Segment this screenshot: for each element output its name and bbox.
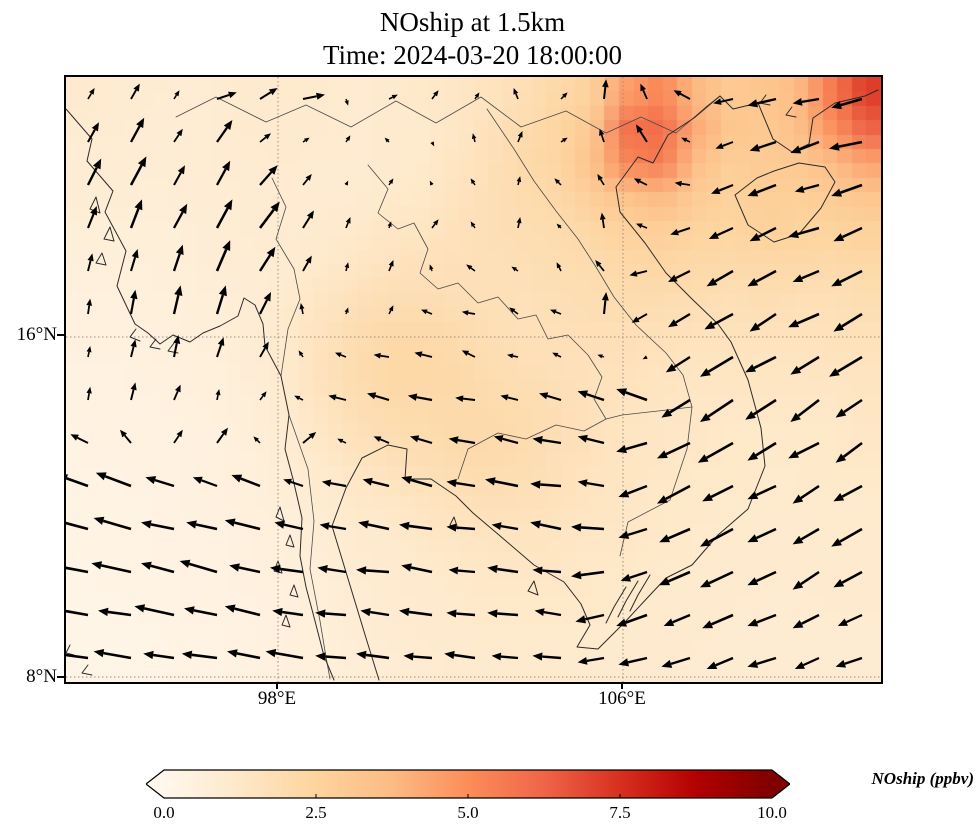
chart-subtitle: Time: 2024-03-20 18:00:00	[322, 40, 623, 70]
xtick-106e: 106°E	[598, 688, 646, 709]
tickmark-8n	[57, 676, 64, 678]
tickmark-98e	[276, 682, 278, 689]
heatmap-canvas	[66, 77, 881, 682]
colorbar-label: NOship (ppbv)	[871, 769, 974, 788]
chart-title: NOship at 1.5km	[379, 7, 566, 37]
tickmark-106e	[621, 682, 623, 689]
colorbar	[145, 769, 791, 800]
colorbar-tick-1: 2.5	[305, 803, 327, 822]
colorbar-ticks: 0.0 2.5 5.0 7.5 10.0	[146, 803, 790, 827]
map-overlay-svg	[66, 77, 881, 682]
colorbar-tick-4: 10.0	[757, 803, 787, 822]
ytick-16n: 16°N	[16, 324, 57, 345]
tickmark-16n	[57, 334, 64, 336]
colorbar-gradient	[145, 769, 791, 799]
colorbar-tick-3: 7.5	[609, 803, 631, 822]
colorbar-tick-0: 0.0	[153, 803, 175, 822]
ytick-8n: 8°N	[26, 666, 57, 687]
map-plot	[64, 75, 883, 684]
colorbar-tick-2: 5.0	[457, 803, 479, 822]
xtick-98e: 98°E	[257, 688, 297, 709]
chart-title-block: NOship at 1.5km Time: 2024-03-20 18:00:0…	[65, 6, 880, 72]
